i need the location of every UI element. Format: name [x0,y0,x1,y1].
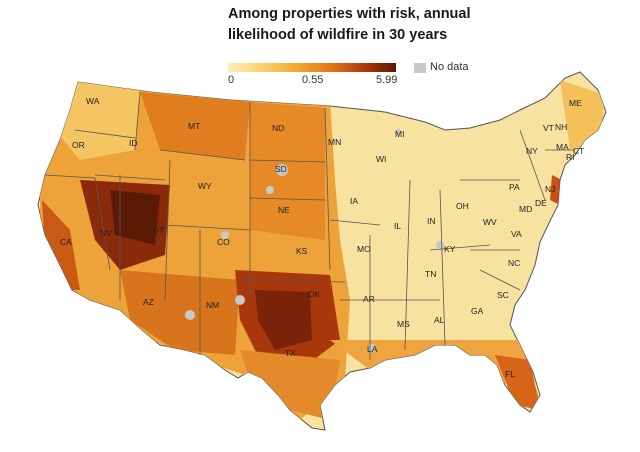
state-label: VT [543,123,554,133]
state-label: VA [511,229,522,239]
legend-no-data-swatch [414,63,426,73]
state-label: PA [509,182,520,192]
state-label: ND [272,123,284,133]
state-label: WA [86,96,100,106]
no-data-patch [266,186,274,194]
risk-region-florida [495,355,540,410]
state-label: KS [296,246,308,256]
state-label: ID [129,138,138,148]
no-data-patch [436,241,444,249]
map-title: Among properties with risk, annual likel… [228,4,528,46]
state-label: AL [434,315,445,325]
state-label: NC [508,258,520,268]
state-label: DE [535,198,547,208]
state-label: AR [363,294,375,304]
state-label: TN [425,269,436,279]
state-label: MN [328,137,341,147]
state-label: NH [555,122,567,132]
state-label: TX [285,348,296,358]
state-label: MS [397,319,410,329]
title-line-1: Among properties with risk, annual [228,6,471,22]
state-label: NV [100,228,112,238]
color-legend: 0 0.55 5.99 No data [228,61,518,93]
state-label: OK [308,289,321,299]
state-label: MI [395,129,404,139]
state-label: SD [275,164,287,174]
state-label: NJ [545,184,555,194]
state-label: WV [483,217,497,227]
state-label: CO [217,237,230,247]
state-label: OR [72,140,85,150]
risk-region-northeast [560,80,605,150]
no-data-patch [276,164,288,176]
risk-region-gulf [330,340,540,400]
state-label: SC [497,290,509,300]
state-label: GA [471,306,484,316]
risk-region-california [42,200,80,290]
state-label: ME [569,98,582,108]
state-label: WI [376,154,386,164]
no-data-patch [235,295,245,305]
state-label: MA [556,142,569,152]
legend-color-scale [228,63,396,72]
risk-region-pnw [55,80,140,160]
state-labels: WA OR ID MT ND MN SD WY NE IA WI MI NY V… [60,96,584,379]
state-label: NM [206,300,219,310]
state-label: MT [188,121,200,131]
state-label: AZ [143,297,154,307]
title-line-2: likelihood of wildfire in 30 years [228,27,448,43]
legend-min-label: 0 [228,74,235,86]
state-label: IL [394,221,401,231]
state-label: RI [566,152,575,162]
no-data-patch [185,310,195,320]
state-label: MD [519,204,532,214]
state-label: IA [350,196,358,206]
state-label: WY [198,181,212,191]
state-label: NY [526,146,538,156]
state-label: OH [456,201,469,211]
risk-region-montana [140,92,250,160]
state-label: IN [427,216,436,226]
no-data-patch [395,129,401,135]
risk-region-texas-south [240,350,340,420]
state-label: KY [444,244,456,254]
legend-mid-label: 0.55 [302,74,324,86]
risk-regions [40,80,605,420]
risk-region-utah-core [110,190,160,245]
state-label: UT [153,225,164,235]
state-label: CT [573,146,584,156]
legend-no-data-label: No data [430,61,469,73]
state-borders [44,91,575,360]
state-label: NE [278,205,290,215]
risk-region-southwest [120,270,240,355]
legend-max-label: 5.99 [376,74,398,86]
risk-region-texas-core [255,290,312,350]
state-label: LA [367,344,378,354]
state-label: CA [60,237,72,247]
state-label: FL [505,369,515,379]
no-data-patch [221,231,229,239]
state-label: MO [357,244,371,254]
